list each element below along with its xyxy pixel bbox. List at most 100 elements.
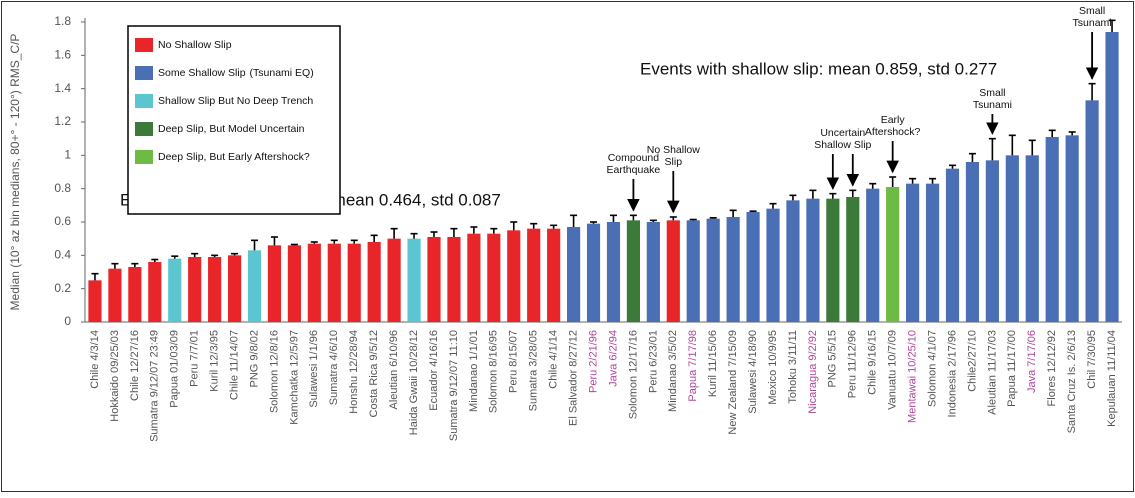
x-tick-label: Chil 7/30/95 [1086, 330, 1098, 389]
bar [666, 220, 680, 322]
x-tick-label: Chile2/27/10 [966, 330, 978, 392]
bar [786, 200, 800, 322]
bar [567, 227, 581, 322]
y-tick-label: 0.4 [54, 248, 71, 262]
legend-label: Some Shallow Slip [158, 67, 246, 79]
x-tick-label: Papua 01/03/09 [169, 330, 181, 408]
y-axis-label: Median (10° az bin medians, 80+° - 120°)… [8, 34, 22, 311]
x-tick-label: Mexico 10/9/95 [767, 330, 779, 405]
legend-label: No Shallow Slip [158, 39, 232, 51]
x-tick-label: Nicaragua 9/2/92 [807, 330, 819, 414]
x-tick-label: Indonesia 2/17/96 [946, 330, 958, 417]
y-tick-label: 1.6 [54, 48, 71, 62]
annotation: Slip [665, 156, 683, 168]
summary: Events with shallow slip: mean 0.859, st… [640, 59, 997, 78]
bar [866, 188, 880, 322]
bar [586, 223, 601, 322]
x-tick-label: Hokkaido 09/25/03 [109, 330, 121, 422]
bar [1065, 135, 1079, 322]
annotation: Uncertain [820, 127, 865, 139]
x-tick-label: Peru 11/12/96 [847, 330, 859, 398]
x-tick-label: Solomon 4/1/07 [926, 330, 938, 407]
x-tick-label: New Zealand 7/15/09 [727, 330, 739, 435]
x-tick-label: Kuril 12/3/95 [209, 330, 221, 392]
legend-swatch [135, 150, 153, 164]
bar [1005, 155, 1019, 322]
x-tick-label: Solomon 12/8/16 [268, 330, 280, 413]
annotation: Earthquake [607, 164, 661, 176]
annotation: Shallow Slip [814, 139, 871, 151]
y-tick-label: 0.6 [54, 214, 71, 228]
legend-label: Shallow Slip But No Deep Trench [158, 95, 313, 107]
bar [626, 220, 640, 322]
y-tick-label: 1.4 [54, 81, 71, 95]
x-tick-label: PNG 9/8/02 [248, 330, 260, 387]
bar [287, 245, 301, 322]
x-tick-label: Kamchatka 12/5/97 [288, 330, 300, 425]
bar [208, 257, 222, 322]
y-tick-label: 0.2 [54, 281, 71, 295]
x-tick-label: Chile 4/3/14 [89, 330, 101, 389]
x-tick-label: Java 7/17/06 [1026, 330, 1038, 393]
x-tick-label: Sumatra 9/12/07 11:10 [448, 330, 460, 441]
bar [1105, 32, 1119, 322]
annotation: No Shallow [647, 144, 701, 156]
x-tick-label: Ecuador 4/16/16 [428, 330, 440, 411]
x-tick-label: Tohoku 3/11/11 [787, 330, 799, 404]
bar [267, 245, 282, 322]
bar [527, 228, 541, 322]
x-tick-label: Solomon 12/17/16 [627, 330, 639, 419]
annotation: Small [1079, 5, 1105, 17]
bar [128, 267, 142, 322]
x-tick-label: Peru 2/21/96 [587, 330, 599, 393]
x-tick-label: Aleutian 6/10/96 [388, 330, 400, 410]
y-tick-label: 1 [64, 148, 71, 162]
x-tick-label: Peru 6/23/01 [647, 330, 659, 393]
y-tick-label: 0.8 [54, 181, 71, 195]
x-tick-label: Mentawai 10/25/10 [907, 330, 919, 423]
legend-swatch [135, 66, 153, 80]
x-tick-label: Java 6/2/94 [607, 330, 619, 387]
x-tick-label: Vanuatu 10/7/09 [887, 330, 899, 410]
x-tick-label: Chile 4/1/14 [548, 330, 560, 389]
bar [387, 238, 401, 322]
bar [507, 230, 521, 322]
bar [447, 237, 461, 322]
x-tick-label: Aleutian 11/17/03 [986, 330, 998, 415]
bar [766, 208, 780, 322]
annotation: Small [979, 87, 1005, 99]
bar [188, 257, 202, 322]
bar [547, 228, 561, 322]
y-tick-label: 0 [64, 314, 71, 328]
x-tick-label: Solomon 8/16/95 [488, 330, 500, 413]
bar [965, 162, 980, 322]
x-tick-label: Honshu 12/28/94 [348, 330, 360, 414]
bar [108, 268, 122, 322]
bar [327, 243, 341, 322]
bar [826, 198, 840, 322]
legend-box [127, 25, 341, 215]
annotation: Aftershock? [865, 126, 921, 138]
x-tick-label: Chile 12/27/16 [129, 330, 141, 401]
bar [427, 237, 441, 322]
x-tick-label: Sumatra 3/28/05 [528, 330, 540, 411]
x-tick-label: Kepulauan 11/11/04 [1106, 330, 1118, 427]
bar [985, 160, 999, 322]
bar [945, 168, 960, 322]
bar [886, 187, 900, 322]
x-tick-label: El Salvador 8/27/12 [567, 330, 579, 426]
bar [467, 233, 481, 322]
annotation: Early [881, 114, 906, 126]
x-tick-label: Sulawesi 1/1/96 [308, 330, 320, 408]
legend-swatch [135, 38, 153, 52]
bar [846, 197, 860, 322]
legend-label: Deep Slip, But Model Uncertain [158, 123, 305, 135]
bar [925, 183, 940, 322]
bar [168, 258, 182, 322]
x-tick-label: Papua 7/17/98 [687, 330, 699, 402]
legend-swatch [135, 122, 153, 136]
legend-swatch [135, 94, 153, 108]
bar [1085, 100, 1099, 322]
x-tick-label: Chile 9/16/15 [867, 330, 879, 395]
